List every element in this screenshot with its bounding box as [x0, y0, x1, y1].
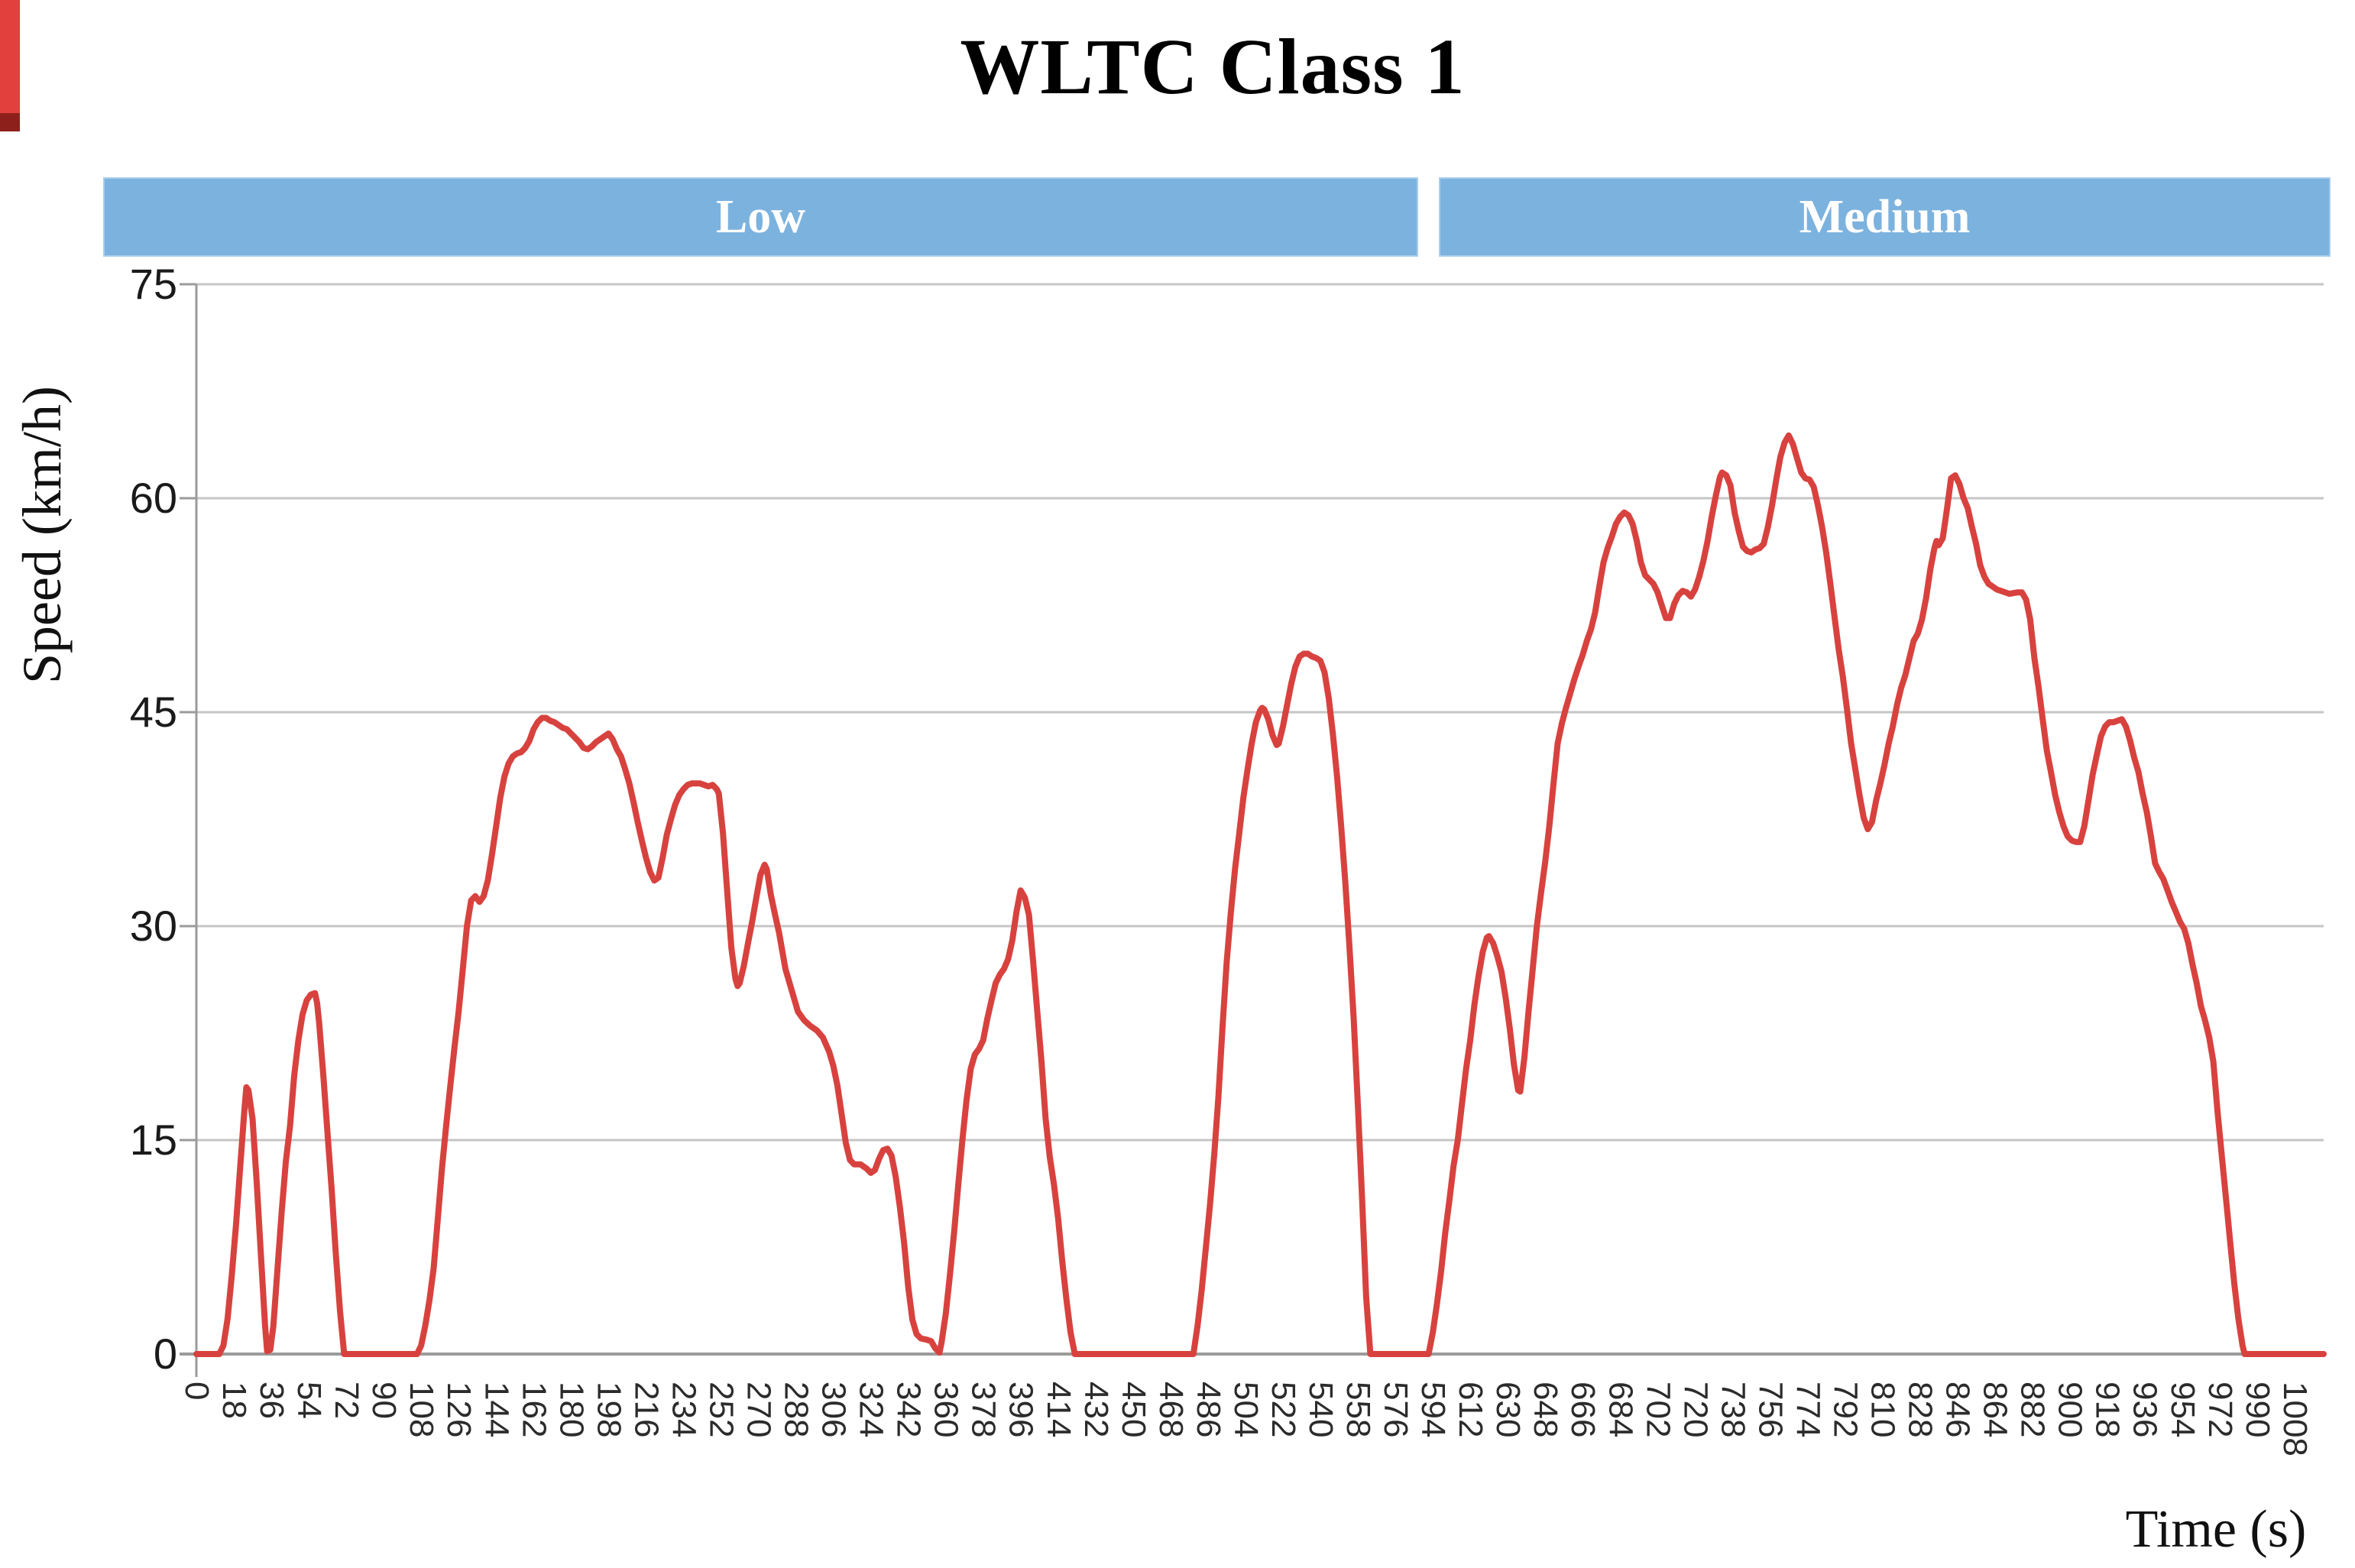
x-tick-label-540: 540	[1301, 1382, 1339, 1438]
x-tick-label-468: 468	[1152, 1382, 1190, 1438]
x-tick-label-414: 414	[1039, 1382, 1077, 1438]
x-tick-label-378: 378	[964, 1382, 1003, 1438]
speed-trace-line	[193, 432, 2327, 1357]
x-tick-label-306: 306	[815, 1382, 853, 1438]
x-tick-label-18: 18	[215, 1382, 254, 1419]
x-tick-label-504: 504	[1226, 1382, 1265, 1438]
x-tick-label-1008: 1008	[2276, 1382, 2314, 1456]
x-tick-label-846: 846	[1939, 1382, 1977, 1438]
x-tick-label-666: 666	[1564, 1382, 1602, 1438]
x-tick-label-288: 288	[777, 1382, 815, 1438]
x-tick-label-648: 648	[1527, 1382, 1565, 1438]
y-tick-label-0: 0	[153, 1330, 177, 1378]
x-tick-label-612: 612	[1452, 1382, 1490, 1438]
x-tick-label-108: 108	[403, 1382, 441, 1438]
x-tick-label-216: 216	[627, 1382, 666, 1438]
x-tick-label-396: 396	[1002, 1382, 1040, 1438]
x-tick-label-702: 702	[1639, 1382, 1677, 1438]
x-tick-label-126: 126	[440, 1382, 478, 1438]
x-tick-label-324: 324	[852, 1382, 890, 1438]
x-tick-label-864: 864	[1976, 1382, 2014, 1438]
phase-banner-low: Low	[103, 177, 1418, 257]
x-tick-label-594: 594	[1414, 1382, 1453, 1438]
x-tick-label-0: 0	[178, 1382, 215, 1401]
x-tick-label-918: 918	[2088, 1382, 2127, 1438]
x-tick-label-198: 198	[590, 1382, 628, 1438]
x-tick-label-486: 486	[1189, 1382, 1227, 1438]
x-tick-label-432: 432	[1077, 1382, 1115, 1438]
x-tick-label-522: 522	[1264, 1382, 1302, 1438]
x-tick-label-990: 990	[2238, 1382, 2276, 1438]
x-tick-label-900: 900	[2051, 1382, 2089, 1438]
y-tick-label-60: 60	[129, 474, 177, 522]
x-tick-label-684: 684	[1602, 1382, 1640, 1438]
x-tick-label-774: 774	[1789, 1382, 1827, 1438]
x-tick-label-342: 342	[889, 1382, 928, 1438]
x-tick-label-756: 756	[1751, 1382, 1790, 1438]
chart-title: WLTC Class 1	[960, 23, 1466, 111]
x-tick-label-36: 36	[253, 1382, 291, 1419]
x-tick-label-450: 450	[1114, 1382, 1152, 1438]
x-tick-label-936: 936	[2126, 1382, 2164, 1438]
x-tick-label-828: 828	[1901, 1382, 1939, 1438]
x-tick-label-252: 252	[702, 1382, 740, 1438]
phase-banner-medium-label: Medium	[1799, 190, 1971, 243]
phase-banner-low-label: Low	[715, 190, 806, 243]
screen-edge-artifact	[0, 0, 20, 113]
y-tick-label-75: 75	[129, 260, 177, 308]
x-tick-label-72: 72	[328, 1382, 366, 1419]
x-tick-label-270: 270	[740, 1382, 778, 1438]
x-tick-label-882: 882	[2013, 1382, 2052, 1438]
x-tick-label-576: 576	[1377, 1382, 1415, 1438]
phase-banner-medium: Medium	[1439, 177, 2331, 257]
x-tick-label-144: 144	[478, 1382, 516, 1438]
x-axis-title: Time (s)	[2125, 1500, 2307, 1559]
y-tick-label-45: 45	[129, 688, 177, 736]
x-tick-label-810: 810	[1864, 1382, 1902, 1438]
x-tick-label-720: 720	[1676, 1382, 1715, 1438]
x-tick-label-180: 180	[552, 1382, 591, 1438]
x-tick-label-630: 630	[1489, 1382, 1527, 1438]
x-tick-label-792: 792	[1826, 1382, 1864, 1438]
x-tick-label-90: 90	[365, 1382, 403, 1419]
x-tick-label-738: 738	[1714, 1382, 1752, 1438]
x-tick-label-54: 54	[290, 1382, 329, 1419]
screen-edge-artifact-tip	[0, 113, 20, 131]
y-tick-label-30: 30	[129, 902, 177, 950]
x-tick-label-162: 162	[515, 1382, 553, 1438]
y-tick-label-15: 15	[129, 1116, 177, 1164]
x-tick-label-972: 972	[2201, 1382, 2239, 1438]
x-tick-label-360: 360	[927, 1382, 965, 1438]
x-tick-label-234: 234	[665, 1382, 703, 1438]
x-tick-label-558: 558	[1339, 1382, 1378, 1438]
x-tick-label-954: 954	[2163, 1382, 2201, 1438]
